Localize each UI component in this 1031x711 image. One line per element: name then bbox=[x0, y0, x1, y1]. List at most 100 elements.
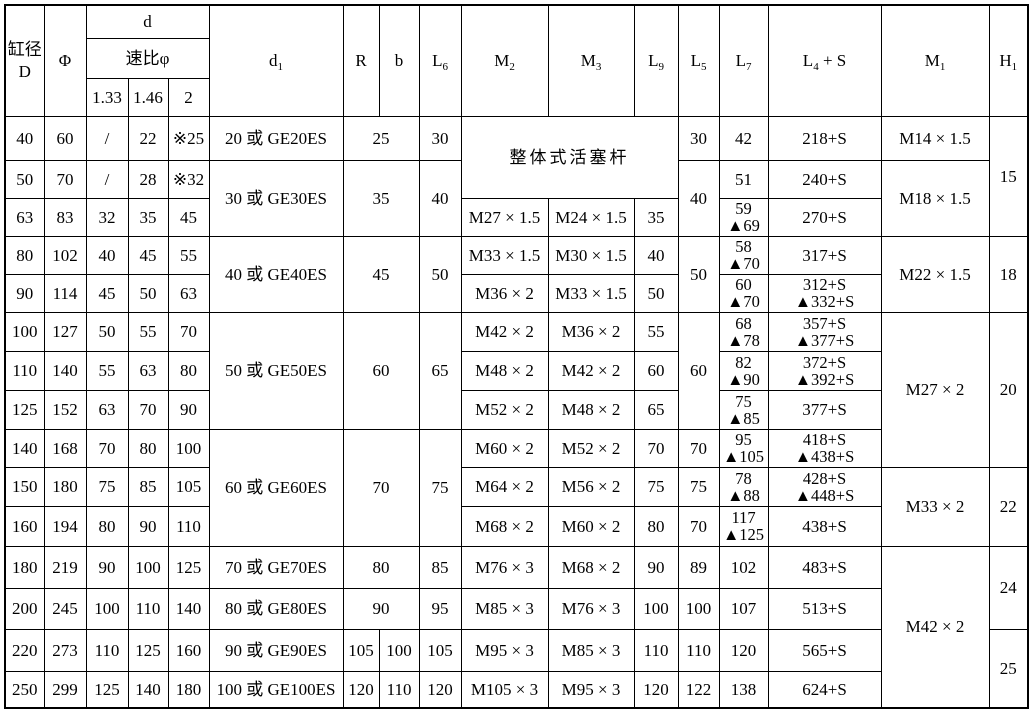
cell-r133: 125 bbox=[85, 670, 129, 709]
cell-r133: 63 bbox=[85, 389, 129, 430]
cell-l7: 117 ▲125 bbox=[718, 505, 769, 547]
col-header-r: R bbox=[342, 4, 380, 117]
cell-phi: 299 bbox=[43, 670, 87, 709]
cell-r133: 50 bbox=[85, 311, 129, 352]
cell-l7: 59 ▲69 bbox=[718, 197, 769, 237]
cell-r2: 80 bbox=[167, 350, 210, 391]
cell-m2: M105 × 3 bbox=[460, 670, 549, 709]
cell-l4s: 270+S bbox=[767, 197, 882, 237]
cell-d1: 70 或 GE70ES bbox=[208, 545, 344, 589]
cell-phi: 114 bbox=[43, 273, 87, 313]
bore-label-d: D bbox=[18, 61, 31, 81]
col-header-m2: M2 bbox=[460, 4, 549, 117]
col-header-l7: L7 bbox=[718, 4, 769, 117]
cell-d: 150 bbox=[4, 466, 45, 507]
cell-l9: 55 bbox=[633, 311, 679, 352]
table-row: 125 152 63 70 90 M52 × 2 M48 × 2 65 75 ▲8… bbox=[4, 389, 1028, 430]
cell-phi: 194 bbox=[43, 505, 87, 547]
cell-r133: 32 bbox=[85, 197, 129, 237]
cell-r146: 45 bbox=[127, 235, 169, 275]
cell-d: 80 bbox=[4, 235, 45, 275]
cell-d: 180 bbox=[4, 545, 45, 589]
cell-r133: 110 bbox=[85, 628, 129, 672]
cell-m2: M68 × 2 bbox=[460, 505, 549, 547]
cell-m1: M22 × 1.5 bbox=[880, 235, 990, 313]
table-row: 180 219 90 100 125 70 或 GE70ES 80 85 M76… bbox=[4, 545, 1029, 709]
cell-m1: M27 × 2 bbox=[880, 311, 990, 468]
cell-l6: 85 bbox=[418, 545, 462, 589]
cell-l9: 120 bbox=[633, 670, 679, 709]
cell-phi: 83 bbox=[43, 197, 87, 237]
cell-d: 90 bbox=[4, 273, 45, 313]
cell-rb: 35 bbox=[342, 159, 420, 237]
cell-l4s: 317+S bbox=[767, 235, 882, 275]
cell-r2: 125 bbox=[167, 545, 210, 589]
cell-l9: 40 bbox=[633, 235, 679, 275]
cell-r146: 35 bbox=[127, 197, 169, 237]
cell-l6: 40 bbox=[418, 159, 462, 237]
cell-m3: M24 × 1.5 bbox=[547, 197, 635, 237]
cell-d1: 20 或 GE20ES bbox=[208, 115, 344, 161]
cell-l4s: 357+S ▲377+S bbox=[767, 311, 882, 352]
cell-d: 220 bbox=[4, 628, 45, 672]
cell-l5: 60 bbox=[677, 311, 720, 430]
cell-rb: 70 bbox=[342, 428, 420, 547]
bore-label-cn: 缸径 bbox=[7, 39, 42, 59]
cell-r146: 50 bbox=[127, 273, 169, 313]
cell-l7: 102 bbox=[718, 545, 769, 589]
cell-r2: 55 bbox=[167, 235, 210, 275]
cell-r2: ※25 bbox=[167, 115, 210, 161]
cell-l4s: 377+S bbox=[767, 389, 882, 430]
table-row: 200 245 100 110 140 80 或 GE80ES 90 95 M8… bbox=[4, 587, 1028, 630]
cell-r2: 160 bbox=[167, 628, 210, 672]
cell-l5: 70 bbox=[677, 428, 720, 468]
cell-r146: 140 bbox=[127, 670, 169, 709]
cell-l4s: 428+S ▲448+S bbox=[767, 466, 882, 507]
cell-l5: 70 bbox=[677, 505, 720, 547]
col-header-m3: M3 bbox=[547, 4, 635, 117]
cell-r133: 40 bbox=[85, 235, 129, 275]
cell-m2: M64 × 2 bbox=[460, 466, 549, 507]
cell-phi: 219 bbox=[43, 545, 87, 589]
cell-h1: 22 bbox=[988, 466, 1029, 547]
cell-b: 100 bbox=[378, 628, 420, 672]
cell-h1: 20 bbox=[988, 311, 1029, 468]
col-header-m1: M1 bbox=[880, 4, 990, 117]
cell-l7: 82 ▲90 bbox=[718, 350, 769, 391]
cell-phi: 140 bbox=[43, 350, 87, 391]
cell-l7: 120 bbox=[718, 628, 769, 672]
cell-m1: M18 × 1.5 bbox=[880, 159, 990, 237]
cell-l4s: 240+S bbox=[767, 159, 882, 199]
cell-phi: 152 bbox=[43, 389, 87, 430]
cell-l6: 30 bbox=[418, 115, 462, 161]
cell-d1: 90 或 GE90ES bbox=[208, 628, 344, 672]
header-row-1: 缸径 D Φ d d1 R b L6 M2 M3 L9 L5 L7 L4 + S … bbox=[4, 4, 1029, 117]
cell-r146: 70 bbox=[127, 389, 169, 430]
col-header-speed-ratio: 速比φ bbox=[85, 37, 210, 79]
col-header-b: b bbox=[378, 4, 420, 117]
cell-l6: 120 bbox=[418, 670, 462, 709]
cell-l6: 65 bbox=[418, 311, 462, 430]
cell-d1: 40 或 GE40ES bbox=[208, 235, 344, 313]
cell-l4s: 565+S bbox=[767, 628, 882, 672]
cell-r146: 90 bbox=[127, 505, 169, 547]
header-row-2: 速比φ bbox=[5, 37, 1028, 79]
cell-r2: 110 bbox=[167, 505, 210, 547]
table-row: 63 83 32 35 45 M27 × 1.5 M24 × 1.5 35 59… bbox=[4, 197, 1028, 237]
cell-m3: M68 × 2 bbox=[547, 545, 635, 589]
cell-l4s: 624+S bbox=[767, 670, 882, 709]
cell-r2: 63 bbox=[167, 273, 210, 313]
cell-phi: 127 bbox=[43, 311, 87, 352]
col-header-d1: d1 bbox=[208, 4, 344, 117]
cell-h1: 24 bbox=[988, 545, 1029, 630]
cell-rb: 60 bbox=[342, 311, 420, 430]
cell-r133: / bbox=[85, 115, 129, 161]
cell-l6: 105 bbox=[418, 628, 462, 672]
cell-d: 140 bbox=[4, 428, 45, 468]
cell-d1: 30 或 GE30ES bbox=[208, 159, 344, 237]
cell-h1: 18 bbox=[988, 235, 1029, 313]
cell-r133: 55 bbox=[85, 350, 129, 391]
cell-l7: 42 bbox=[718, 115, 769, 161]
cell-l9: 100 bbox=[633, 587, 679, 630]
